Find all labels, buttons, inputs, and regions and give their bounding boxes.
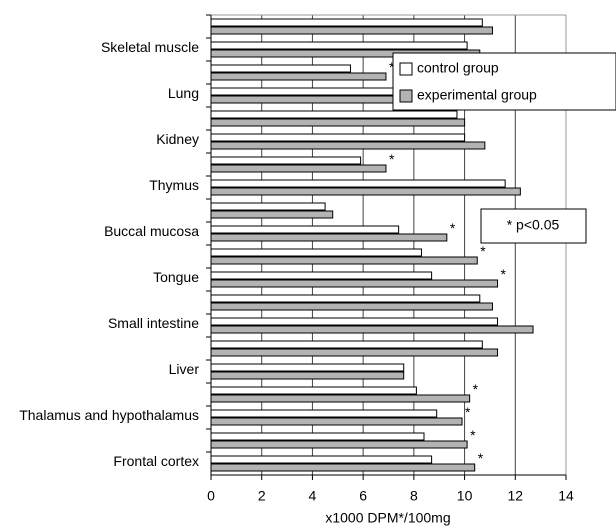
bar (210, 248, 422, 257)
bar (210, 340, 483, 349)
significance-mark: * (389, 151, 395, 167)
significance-mark: * (450, 220, 456, 236)
bar (210, 394, 471, 403)
x-tick-label: 10 (457, 488, 473, 504)
bar (210, 179, 506, 188)
bar (210, 440, 468, 449)
bar (210, 225, 400, 234)
significance-mark: * (389, 59, 395, 75)
bar (210, 317, 499, 326)
bar (210, 210, 334, 219)
y-tick-label: Lung (168, 85, 199, 101)
bar (210, 386, 417, 395)
bar (210, 118, 466, 127)
legend-swatch (399, 62, 413, 76)
x-tick-label: 14 (558, 488, 574, 504)
x-tick-label: 0 (207, 488, 215, 504)
y-tick-label: Thymus (149, 177, 199, 193)
significance-mark: * (465, 404, 471, 420)
significance-mark: * (478, 450, 484, 466)
bar (210, 417, 463, 426)
bar (210, 133, 466, 142)
y-tick-label: Tongue (153, 269, 199, 285)
bar (210, 41, 468, 50)
bar (210, 18, 483, 27)
significance-mark: * (473, 381, 479, 397)
significance-mark: * (501, 266, 507, 282)
bar (210, 363, 405, 372)
bar (210, 164, 387, 173)
bar (210, 233, 448, 242)
bar (210, 279, 499, 288)
legend-label: experimental group (417, 87, 537, 103)
x-axis-label: x1000 DPM*/100mg (325, 510, 450, 526)
note: * p<0.05 (507, 217, 560, 233)
bar (210, 432, 425, 441)
bar (210, 110, 458, 119)
y-tick-label: Thalamus and hypothalamus (19, 407, 199, 423)
y-tick-label: Skeletal muscle (101, 39, 199, 55)
y-tick-label: Liver (169, 361, 200, 377)
bar (210, 202, 326, 211)
bar (210, 271, 433, 280)
x-tick-label: 2 (258, 488, 266, 504)
x-tick-label: 12 (507, 488, 523, 504)
bar (210, 64, 351, 73)
significance-mark: * (480, 243, 486, 259)
bar (210, 302, 493, 311)
bar (210, 294, 481, 303)
x-tick-label: 4 (309, 488, 317, 504)
bar (210, 348, 499, 357)
legend-box (392, 52, 616, 111)
bar (210, 187, 521, 196)
bar (210, 72, 387, 81)
legend-swatch (399, 89, 413, 103)
bar (210, 141, 486, 150)
bar (210, 156, 362, 165)
y-tick-label: Small intestine (108, 315, 199, 331)
bar (210, 256, 478, 265)
bar (210, 26, 493, 35)
x-tick-label: 8 (410, 488, 418, 504)
bar (210, 463, 476, 472)
bar (210, 409, 438, 418)
significance-mark: * (470, 427, 476, 443)
bar (210, 455, 433, 464)
bar (210, 371, 405, 380)
y-tick-label: Frontal cortex (113, 453, 199, 469)
note-box (480, 208, 587, 244)
y-tick-label: Buccal mucosa (104, 223, 199, 239)
y-tick-label: Kidney (156, 131, 199, 147)
bar (210, 325, 534, 334)
x-tick-label: 6 (359, 488, 367, 504)
legend-label: control group (417, 60, 499, 76)
